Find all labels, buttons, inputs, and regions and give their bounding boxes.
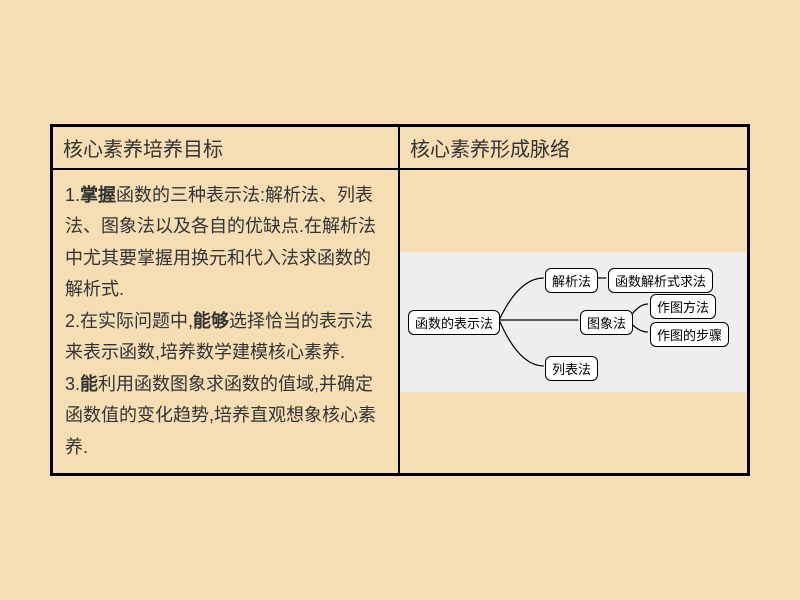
- node-method3: 列表法: [545, 356, 598, 381]
- node-method2: 图象法: [580, 310, 633, 335]
- edge-2: [499, 320, 544, 366]
- node-root: 函数的表示法: [408, 310, 500, 335]
- content-table: 核心素养培养目标 核心素养形成脉络 1.掌握函数的三种表示法:解析法、列表法、图…: [50, 124, 750, 477]
- item3-rest: 利用函数图象求函数的值域,并确定函数值的变化趋势,培养直观想象核心素养.: [65, 374, 376, 457]
- item2-prefix: 2.: [65, 311, 80, 331]
- header-row: 核心素养培养目标 核心素养形成脉络: [53, 127, 747, 170]
- goals-text: 1.掌握函数的三种表示法:解析法、列表法、图象法以及各自的优缺点.在解析法中尤其…: [53, 170, 400, 474]
- item1-bold: 掌握: [80, 185, 116, 205]
- item3-bold: 能: [80, 374, 98, 394]
- node-method2_sub1: 作图方法: [650, 294, 716, 319]
- item1-prefix: 1.: [65, 185, 80, 205]
- item2-bold: 能够: [193, 311, 229, 331]
- node-method1_sub: 函数解析式求法: [608, 268, 713, 293]
- edge-0: [499, 278, 544, 320]
- node-method2_sub2: 作图的步骤: [650, 322, 729, 347]
- concept-map: 函数的表示法 解析法函数解析式求法图象法作图方法作图的步骤列表法: [400, 252, 747, 392]
- item2-before: 在实际问题中,: [80, 311, 193, 331]
- node-method1: 解析法: [545, 268, 598, 293]
- header-right: 核心素养形成脉络: [400, 127, 747, 168]
- item3-prefix: 3.: [65, 374, 80, 394]
- header-left: 核心素养培养目标: [53, 127, 400, 168]
- body-row: 1.掌握函数的三种表示法:解析法、列表法、图象法以及各自的优缺点.在解析法中尤其…: [53, 170, 747, 474]
- diagram-cell: 函数的表示法 解析法函数解析式求法图象法作图方法作图的步骤列表法: [400, 170, 747, 474]
